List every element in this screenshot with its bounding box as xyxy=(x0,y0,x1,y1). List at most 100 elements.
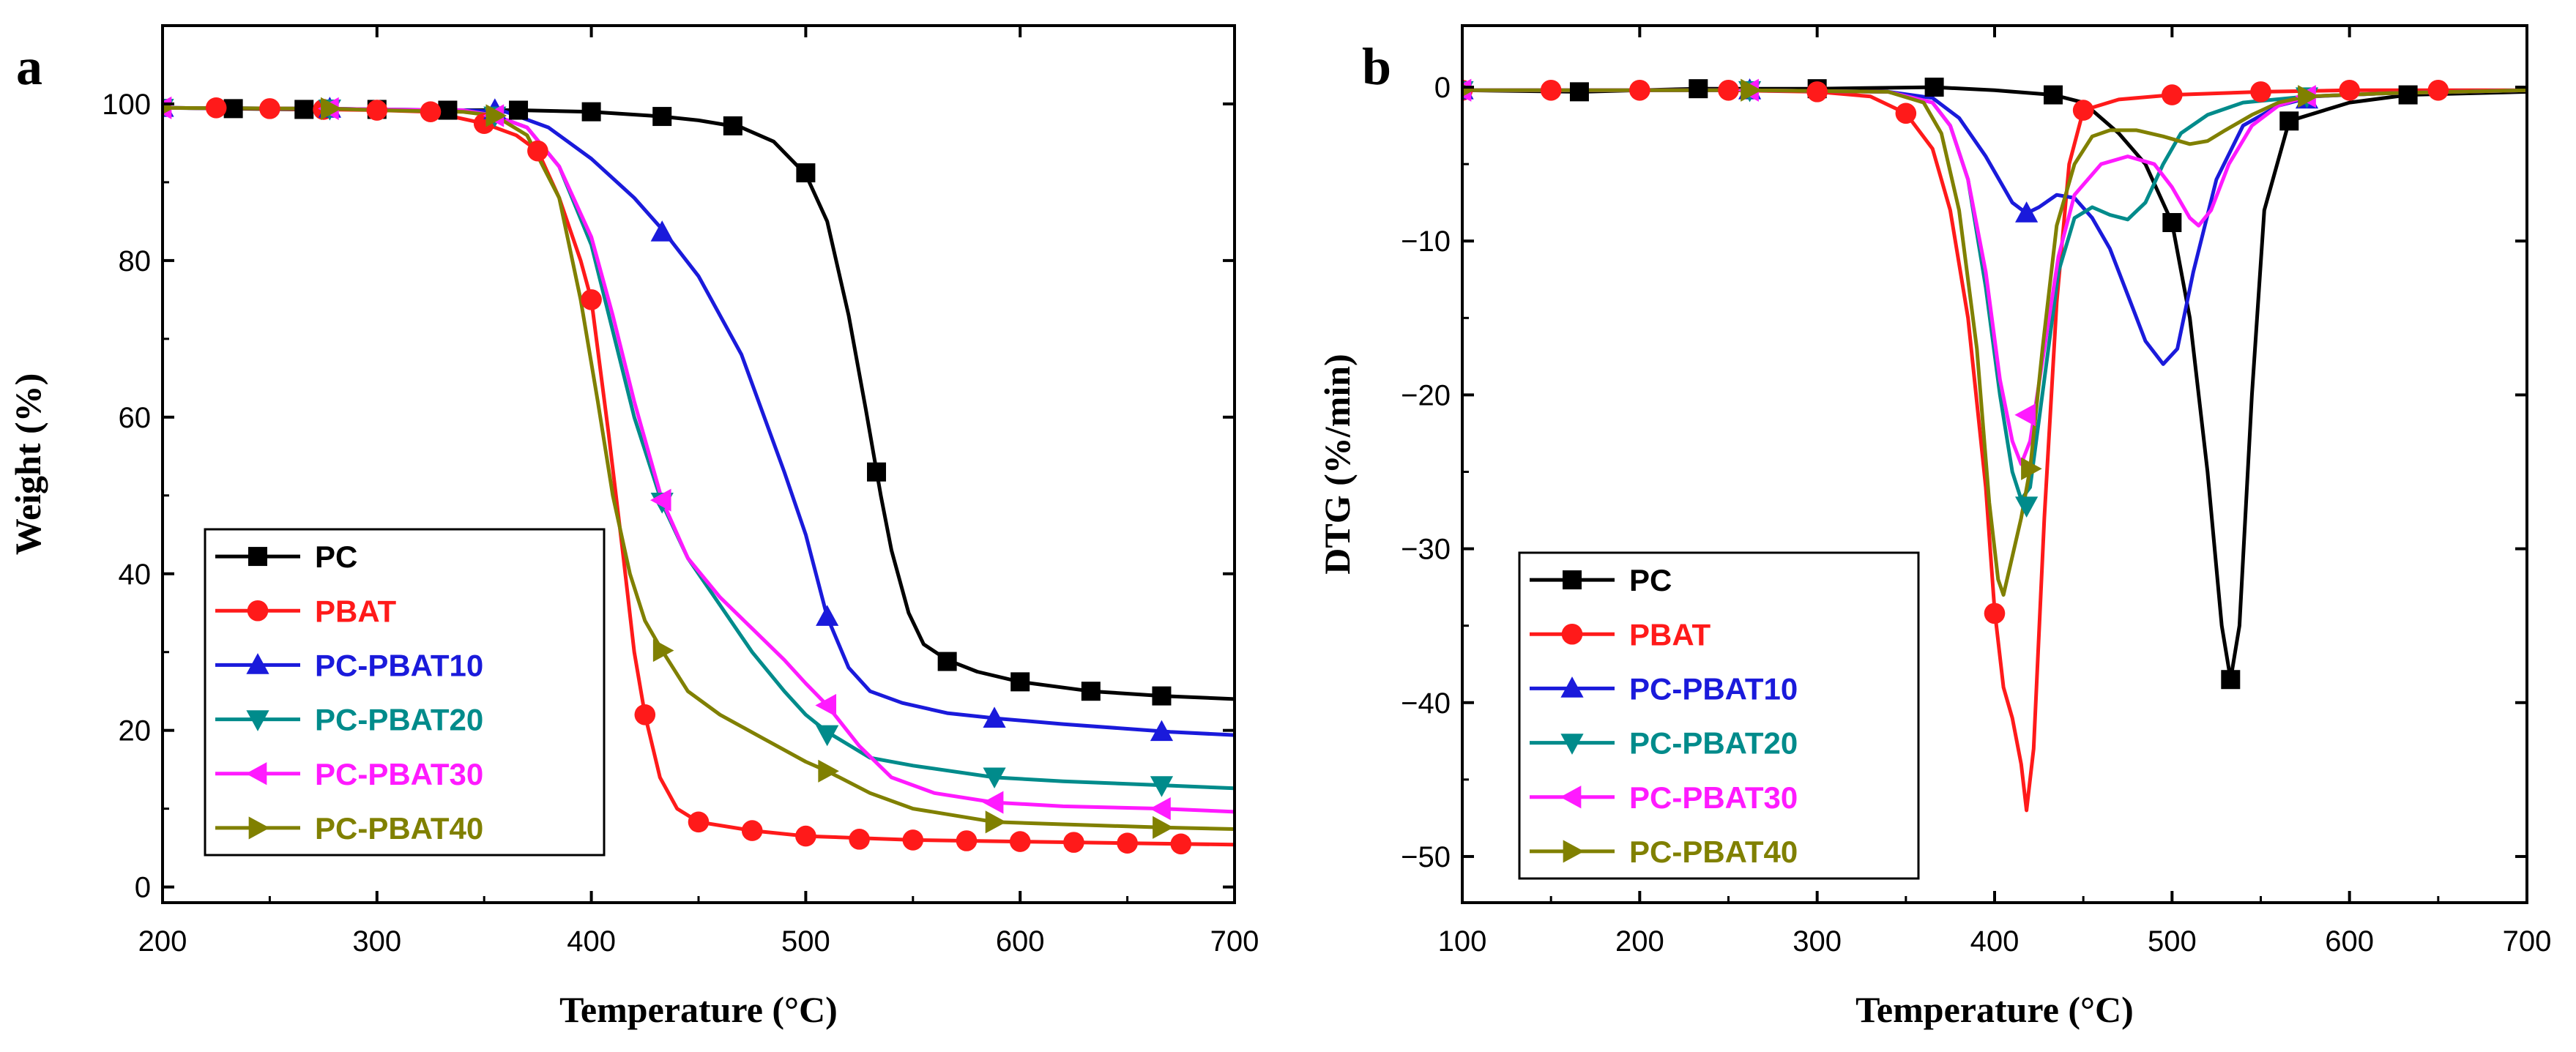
data-point-pc-a xyxy=(652,107,672,127)
x-tick-label-a: 500 xyxy=(781,925,830,958)
x-axis-title-b: Temperature (°C) xyxy=(1855,989,2134,1030)
data-point-pbat-b xyxy=(1540,79,1562,101)
data-point-pc-pbat10-b xyxy=(2015,201,2039,223)
data-point-pbat-b xyxy=(1984,603,2006,624)
data-point-pc-a xyxy=(223,99,243,119)
data-point-pc-pbat20-b xyxy=(2015,496,2039,518)
legend-marker-pc-a xyxy=(248,547,267,567)
legend-marker-pbat-a xyxy=(247,600,269,622)
data-point-pc-a xyxy=(581,102,601,122)
data-point-pc-pbat30-b xyxy=(2014,403,2036,427)
data-point-pc-pbat10-a xyxy=(983,706,1006,728)
data-point-pc-b xyxy=(2043,85,2063,105)
y-tick-label-a: 60 xyxy=(119,402,152,434)
series-line-pc-pbat40-b xyxy=(1462,88,2527,597)
y-tick-label-b: −20 xyxy=(1401,379,1451,411)
legend-b: PC PBAT PC-PBAT10 PC-PBAT20 PC-PBAT30 PC-PBAT… xyxy=(1518,551,1920,880)
y-tick-label-b: −10 xyxy=(1401,225,1451,258)
data-point-pc-a xyxy=(723,116,742,135)
legend-label-pc-pbat20-b: PC-PBAT20 xyxy=(1629,726,1798,761)
legend-marker-pc-pbat10-b xyxy=(1560,676,1584,698)
x-tick-label-b: 500 xyxy=(2148,925,2197,958)
panel-label-b: b xyxy=(1362,37,1391,96)
y-tick-label-b: −50 xyxy=(1401,841,1451,873)
data-point-pbat-b xyxy=(2162,84,2183,105)
series-line-pc-pbat30-b xyxy=(1462,88,2527,466)
data-point-pbat-b xyxy=(2427,79,2449,101)
x-tick-label-a: 400 xyxy=(567,925,616,958)
data-point-pc-a xyxy=(1010,672,1030,692)
data-point-pc-b xyxy=(2398,85,2418,105)
y-tick-label-b: −30 xyxy=(1401,534,1451,566)
y-axis-title-b: DTG (%/min) xyxy=(1317,354,1358,574)
data-point-pbat-a xyxy=(849,829,870,850)
legend-label-pbat-a: PBAT xyxy=(315,594,397,628)
series-line-pbat-b xyxy=(1462,88,2527,813)
data-point-pc-b xyxy=(1924,78,1944,97)
data-point-pc-pbat40-b xyxy=(1741,78,1762,102)
data-point-pbat-a xyxy=(795,825,816,847)
legend-marker-pbat-b xyxy=(1561,623,1583,645)
legend-label-pc-pbat30-a: PC-PBAT30 xyxy=(315,757,483,791)
data-point-pbat-b xyxy=(1806,81,1828,102)
x-tick-label-a: 200 xyxy=(138,925,187,958)
data-point-pc-a xyxy=(867,462,887,482)
data-point-pc-pbat30-a xyxy=(649,488,671,512)
legend-box-b xyxy=(1518,551,1920,880)
y-tick-label-b: −40 xyxy=(1401,687,1451,720)
data-point-pc-b xyxy=(1689,79,1708,99)
data-point-pbat-a xyxy=(205,97,227,119)
data-point-pbat-a xyxy=(1170,833,1192,855)
data-point-pbat-b xyxy=(1629,79,1650,101)
data-point-pc-pbat40-a xyxy=(818,759,839,783)
legend-label-pc-pbat20-a: PC-PBAT20 xyxy=(315,703,483,737)
legend-label-pc-a: PC xyxy=(315,540,357,574)
data-point-pc-b xyxy=(2221,670,2241,690)
series-line-pc-pbat20-b xyxy=(1462,88,2527,501)
legend-marker-pc-pbat10-a xyxy=(246,653,269,674)
data-point-pbat-a xyxy=(1009,831,1031,852)
legend-label-pc-pbat10-b: PC-PBAT10 xyxy=(1629,671,1798,706)
legend-label-pc-pbat40-b: PC-PBAT40 xyxy=(1629,835,1798,869)
x-tick-label-b: 400 xyxy=(1970,925,2020,958)
data-point-pc-a xyxy=(796,163,816,183)
data-point-pbat-a xyxy=(581,289,602,310)
y-tick-label-a: 80 xyxy=(119,245,152,277)
legend-label-pbat-b: PBAT xyxy=(1629,617,1711,652)
data-point-pbat-b xyxy=(2072,100,2094,121)
legend-marker-pc-pbat30-b xyxy=(1560,786,1582,809)
data-point-pbat-a xyxy=(420,101,442,122)
legend-marker-pc-pbat40-b xyxy=(1563,840,1585,863)
y-tick-label-a: 40 xyxy=(119,559,152,591)
data-point-pc-pbat40-a xyxy=(485,104,507,127)
y-axis-title-a: Weight (%) xyxy=(7,373,48,556)
data-point-pc-pbat30-a xyxy=(1150,797,1171,821)
series-line-pbat-a xyxy=(163,105,1235,847)
x-tick-label-b: 700 xyxy=(2503,925,2552,958)
data-point-pbat-b xyxy=(1718,79,1739,101)
series-line-pc-b xyxy=(1462,85,2527,682)
x-tick-label-b: 300 xyxy=(1793,925,1842,958)
data-point-pbat-a xyxy=(956,830,978,851)
y-tick-label-a: 0 xyxy=(135,872,151,904)
legend-marker-pc-pbat30-a xyxy=(245,762,267,786)
data-point-pc-pbat20-a xyxy=(816,725,839,747)
data-point-pc-b xyxy=(2279,111,2299,131)
data-point-pc-pbat40-b xyxy=(2298,85,2319,108)
x-tick-label-b: 600 xyxy=(2325,925,2374,958)
data-point-pc-pbat20-a xyxy=(983,767,1006,789)
x-tick-label-a: 700 xyxy=(1210,925,1259,958)
legend-box-a xyxy=(204,528,606,857)
data-point-pc-pbat30-a xyxy=(982,791,1004,814)
y-tick-label-a: 20 xyxy=(119,715,152,747)
data-point-pbat-a xyxy=(688,811,710,833)
panel-b-chart: 100 200 300 400 500 600 700 0 −10 −20 −30 −40 −50 Tem… xyxy=(1317,24,2552,1030)
data-point-pbat-a xyxy=(259,98,280,119)
legend-label-pc-pbat30-b: PC-PBAT30 xyxy=(1629,780,1798,815)
x-tick-label-b: 100 xyxy=(1438,925,1487,958)
data-point-pbat-a xyxy=(366,100,388,121)
data-point-pbat-a xyxy=(741,820,763,841)
data-point-pc-pbat10-a xyxy=(1150,720,1174,742)
x-tick-label-a: 300 xyxy=(352,925,401,958)
